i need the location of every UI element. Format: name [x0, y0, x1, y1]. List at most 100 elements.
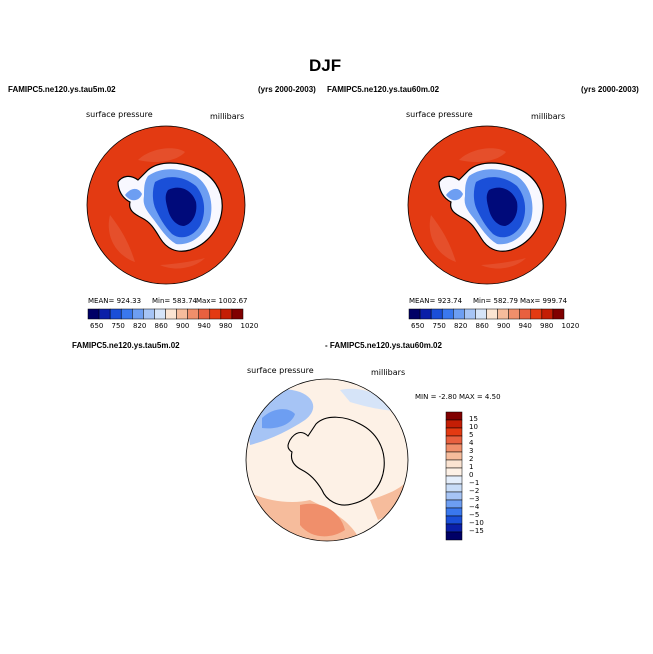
- diff-colorbar: [445, 411, 463, 541]
- diff-colorbar-tick-label: 5: [469, 431, 474, 439]
- colorbar-tick-label: 650: [90, 322, 104, 330]
- right-colorbar: [408, 308, 565, 320]
- colorbar-tick-label: 900: [176, 322, 190, 330]
- colorbar-tick-label: 1020: [240, 322, 259, 330]
- right-variable-label: surface pressure: [406, 110, 473, 119]
- diff-colorbar-swatch: [445, 515, 463, 525]
- right-units-label: millibars: [531, 112, 566, 121]
- colorbar-swatch: [541, 308, 554, 320]
- colorbar-swatch: [441, 308, 454, 320]
- diff-colorbar-swatch: [445, 531, 463, 541]
- diff-colorbar-tick-label: 0: [469, 471, 474, 479]
- diff-colorbar-swatch: [445, 411, 463, 421]
- diff-colorbar-tick-label: −2: [469, 487, 480, 495]
- diff-colorbar-swatch: [445, 435, 463, 445]
- colorbar-swatch: [430, 308, 443, 320]
- colorbar-swatch: [120, 308, 133, 320]
- colorbar-tick-label: 860: [475, 322, 489, 330]
- right-min: Min= 582.79: [473, 297, 519, 305]
- left-units-label: millibars: [210, 112, 245, 121]
- colorbar-swatch: [231, 308, 244, 320]
- diff-colorbar-tick-label: −5: [469, 511, 480, 519]
- diff-colorbar-swatch: [445, 475, 463, 485]
- diff-colorbar-swatch: [445, 499, 463, 509]
- colorbar-tick-label: 820: [454, 322, 468, 330]
- colorbar-tick-label: 940: [197, 322, 211, 330]
- colorbar-swatch: [464, 308, 476, 320]
- colorbar-tick-label: 980: [540, 322, 554, 330]
- diff-colorbar-swatch: [445, 483, 463, 493]
- diff-colorbar-swatch: [445, 427, 463, 437]
- colorbar-swatch: [419, 308, 432, 320]
- colorbar-swatch: [508, 308, 520, 320]
- colorbar-swatch: [220, 308, 233, 320]
- diff-colorbar-tick-label: 3: [469, 447, 474, 455]
- left-min: Min= 583.74: [152, 297, 198, 305]
- colorbar-swatch: [187, 308, 199, 320]
- colorbar-tick-label: 940: [518, 322, 532, 330]
- left-max: Max= 1002.67: [196, 297, 248, 305]
- diff-colorbar-swatch: [445, 451, 463, 461]
- right-years: (yrs 2000-2003): [581, 85, 639, 94]
- colorbar-swatch: [552, 308, 565, 320]
- colorbar-swatch: [486, 308, 498, 320]
- left-colorbar: [87, 308, 244, 320]
- diff-colorbar-swatch: [445, 419, 463, 429]
- left-variable-label: surface pressure: [86, 110, 153, 119]
- diff-antarctica: [287, 416, 385, 506]
- diff-colorbar-tick-label: −1: [469, 479, 480, 487]
- diff-colorbar-tick-label: −3: [469, 495, 480, 503]
- colorbar-tick-label: 820: [133, 322, 147, 330]
- diff-colorbar-swatch: [445, 467, 463, 477]
- colorbar-tick-label: 650: [411, 322, 425, 330]
- diff-colorbar-tick-label: 10: [469, 423, 478, 431]
- diff-colorbar-swatch: [445, 523, 463, 533]
- right-mean: MEAN= 923.74: [409, 297, 463, 305]
- colorbar-swatch: [453, 308, 465, 320]
- left-case-name: FAMIPC5.ne120.ys.tau5m.02: [8, 85, 116, 94]
- diff-colorbar-tick-label: 2: [469, 455, 474, 463]
- left-years: (yrs 2000-2003): [258, 85, 316, 94]
- colorbar-swatch: [475, 308, 487, 320]
- colorbar-swatch: [87, 308, 100, 320]
- figure-title: DJF: [309, 56, 342, 75]
- diff-variable-label: surface pressure: [247, 366, 314, 375]
- diff-case-a: FAMIPC5.ne120.ys.tau5m.02: [72, 341, 180, 350]
- diff-minmax: MIN = -2.80 MAX = 4.50: [415, 393, 501, 401]
- diff-colorbar-tick-label: −15: [469, 527, 484, 535]
- colorbar-tick-label: 1020: [561, 322, 580, 330]
- diff-colorbar-swatch: [445, 507, 463, 517]
- left-mean: MEAN= 924.33: [88, 297, 142, 305]
- colorbar-swatch: [408, 308, 421, 320]
- colorbar-swatch: [497, 308, 509, 320]
- colorbar-tick-label: 980: [219, 322, 233, 330]
- colorbar-swatch: [198, 308, 211, 320]
- diff-colorbar-tick-label: 1: [469, 463, 474, 471]
- colorbar-tick-label: 750: [432, 322, 446, 330]
- colorbar-tick-label: 860: [154, 322, 168, 330]
- colorbar-swatch: [109, 308, 122, 320]
- right-case-name: FAMIPC5.ne120.ys.tau60m.02: [327, 85, 440, 94]
- colorbar-swatch: [176, 308, 188, 320]
- diff-case-b: - FAMIPC5.ne120.ys.tau60m.02: [325, 341, 442, 350]
- colorbar-swatch: [165, 308, 177, 320]
- colorbar-swatch: [143, 308, 155, 320]
- diff-colorbar-tick-label: 15: [469, 415, 478, 423]
- diff-units-label: millibars: [371, 368, 406, 377]
- diff-colorbar-swatch: [445, 443, 463, 453]
- colorbar-tick-label: 750: [111, 322, 125, 330]
- diff-colorbar-swatch: [445, 491, 463, 501]
- diff-colorbar-swatch: [445, 459, 463, 469]
- diff-colorbar-tick-label: 4: [469, 439, 474, 447]
- colorbar-swatch: [98, 308, 111, 320]
- colorbar-tick-label: 900: [497, 322, 511, 330]
- colorbar-swatch: [519, 308, 532, 320]
- colorbar-swatch: [209, 308, 222, 320]
- colorbar-swatch: [154, 308, 166, 320]
- diff-colorbar-tick-label: −4: [469, 503, 480, 511]
- colorbar-swatch: [530, 308, 543, 320]
- colorbar-swatch: [132, 308, 144, 320]
- right-max: Max= 999.74: [520, 297, 568, 305]
